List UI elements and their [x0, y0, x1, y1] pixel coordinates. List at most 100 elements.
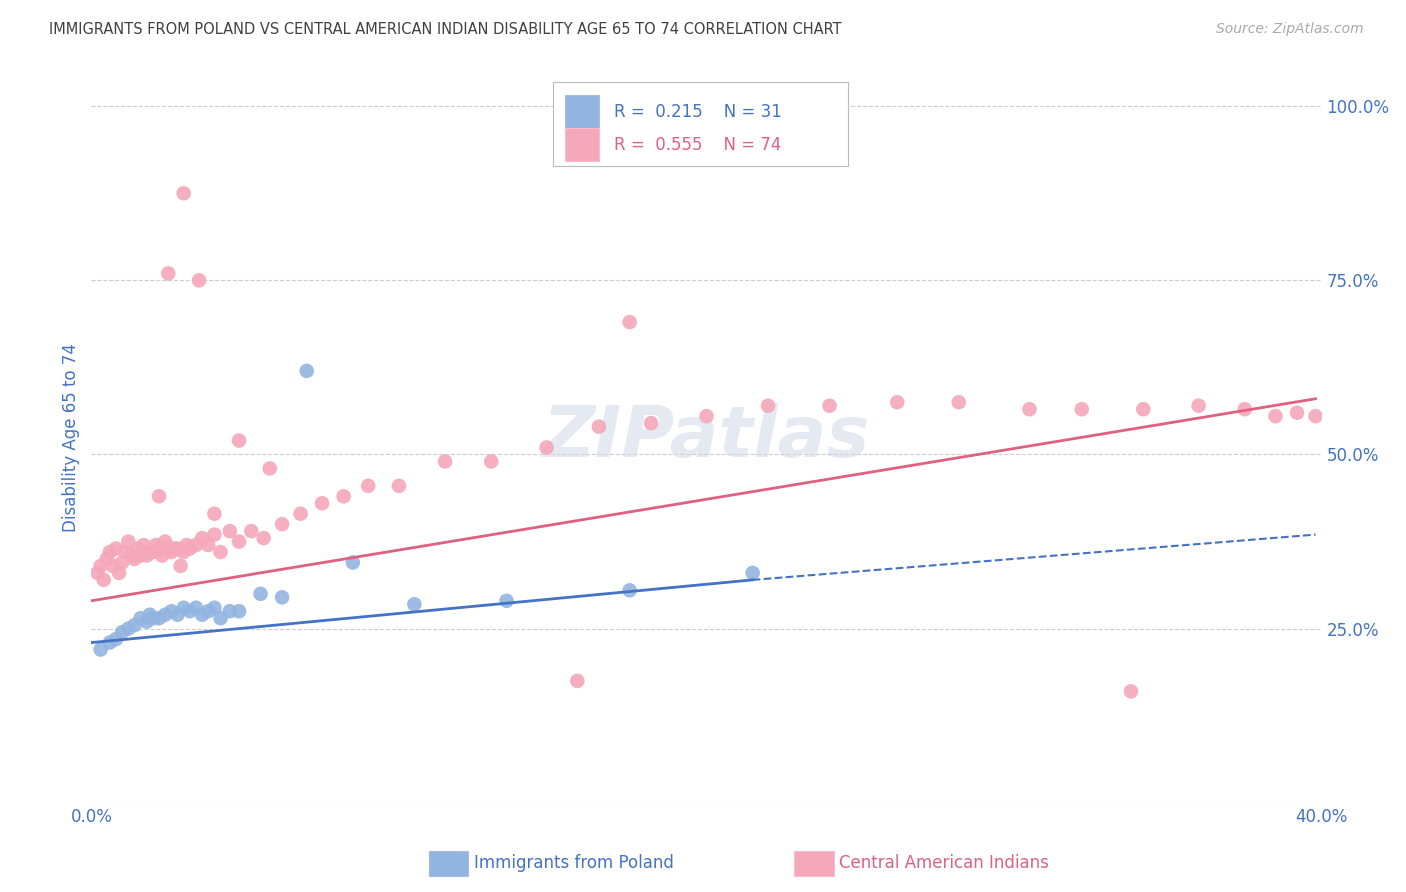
Point	[153, 534, 177, 549]
Point	[404, 597, 426, 611]
Text: IMMIGRANTS FROM POLAND VS CENTRAL AMERICAN INDIAN DISABILITY AGE 65 TO 74 CORREL: IMMIGRANTS FROM POLAND VS CENTRAL AMERIC…	[49, 22, 842, 37]
Point	[259, 461, 281, 475]
Point	[197, 604, 219, 618]
Text: R =  0.555    N = 74: R = 0.555 N = 74	[614, 136, 782, 153]
Point	[388, 479, 411, 493]
Point	[86, 566, 108, 580]
Point	[166, 607, 188, 622]
Point	[173, 186, 195, 201]
Point	[332, 489, 354, 503]
Point	[124, 618, 146, 632]
Point	[105, 632, 127, 646]
Point	[311, 496, 333, 510]
Point	[117, 534, 139, 549]
Point	[818, 399, 841, 413]
Point	[1070, 402, 1092, 417]
Point	[228, 534, 250, 549]
Point	[188, 273, 211, 287]
Point	[105, 541, 127, 556]
Point	[271, 517, 294, 532]
Point	[90, 558, 112, 573]
Point	[191, 531, 214, 545]
Point	[148, 611, 170, 625]
Point	[129, 611, 152, 625]
Point	[588, 419, 610, 434]
Point	[197, 538, 219, 552]
Point	[1264, 409, 1286, 424]
Point	[271, 591, 294, 605]
Point	[202, 527, 225, 541]
Point	[619, 583, 641, 598]
Point	[150, 549, 173, 563]
Text: Source: ZipAtlas.com: Source: ZipAtlas.com	[1216, 22, 1364, 37]
Point	[1018, 402, 1040, 417]
Point	[1233, 402, 1256, 417]
Point	[142, 545, 165, 559]
Point	[434, 454, 457, 468]
Point	[640, 416, 662, 430]
Point	[139, 607, 162, 622]
Point	[1305, 409, 1327, 424]
Point	[741, 566, 763, 580]
Point	[295, 364, 318, 378]
Point	[173, 600, 195, 615]
Point	[479, 454, 502, 468]
Bar	[565, 95, 599, 128]
Point	[173, 545, 195, 559]
Point	[160, 604, 183, 618]
Point	[495, 594, 517, 608]
Bar	[565, 128, 599, 161]
Point	[228, 604, 250, 618]
Point	[342, 556, 364, 570]
Point	[179, 541, 201, 556]
Point	[135, 549, 157, 563]
Point	[249, 587, 271, 601]
Point	[101, 558, 124, 573]
Point	[209, 611, 232, 625]
Point	[191, 607, 214, 622]
FancyBboxPatch shape	[553, 82, 848, 167]
Point	[157, 541, 180, 556]
Point	[253, 531, 276, 545]
Point	[90, 642, 112, 657]
Point	[176, 538, 198, 552]
Point	[148, 541, 170, 556]
Point	[98, 545, 121, 559]
Point	[160, 545, 183, 559]
Point	[127, 541, 149, 556]
Text: Immigrants from Poland: Immigrants from Poland	[474, 855, 673, 872]
Point	[1132, 402, 1154, 417]
Point	[1187, 399, 1209, 413]
Y-axis label: Disability Age 65 to 74: Disability Age 65 to 74	[62, 343, 80, 532]
Text: ZIPatlas: ZIPatlas	[543, 402, 870, 472]
Point	[163, 541, 186, 556]
Point	[202, 507, 225, 521]
Point	[117, 622, 139, 636]
Point	[1119, 684, 1142, 698]
Point	[139, 545, 162, 559]
Point	[619, 315, 641, 329]
Point	[184, 538, 207, 552]
Point	[567, 673, 589, 688]
Point	[184, 600, 207, 615]
Point	[886, 395, 908, 409]
Point	[129, 549, 152, 563]
Point	[142, 611, 165, 625]
Point	[93, 573, 115, 587]
Point	[108, 566, 131, 580]
Point	[948, 395, 970, 409]
Point	[132, 538, 155, 552]
Text: R =  0.215    N = 31: R = 0.215 N = 31	[614, 103, 782, 120]
Point	[120, 549, 142, 563]
Point	[696, 409, 718, 424]
Point	[98, 635, 121, 649]
Point	[290, 507, 312, 521]
Text: Central American Indians: Central American Indians	[839, 855, 1049, 872]
Point	[111, 556, 134, 570]
Point	[209, 545, 232, 559]
Point	[111, 625, 134, 640]
Point	[240, 524, 263, 538]
Point	[166, 541, 188, 556]
Point	[228, 434, 250, 448]
Point	[756, 399, 779, 413]
